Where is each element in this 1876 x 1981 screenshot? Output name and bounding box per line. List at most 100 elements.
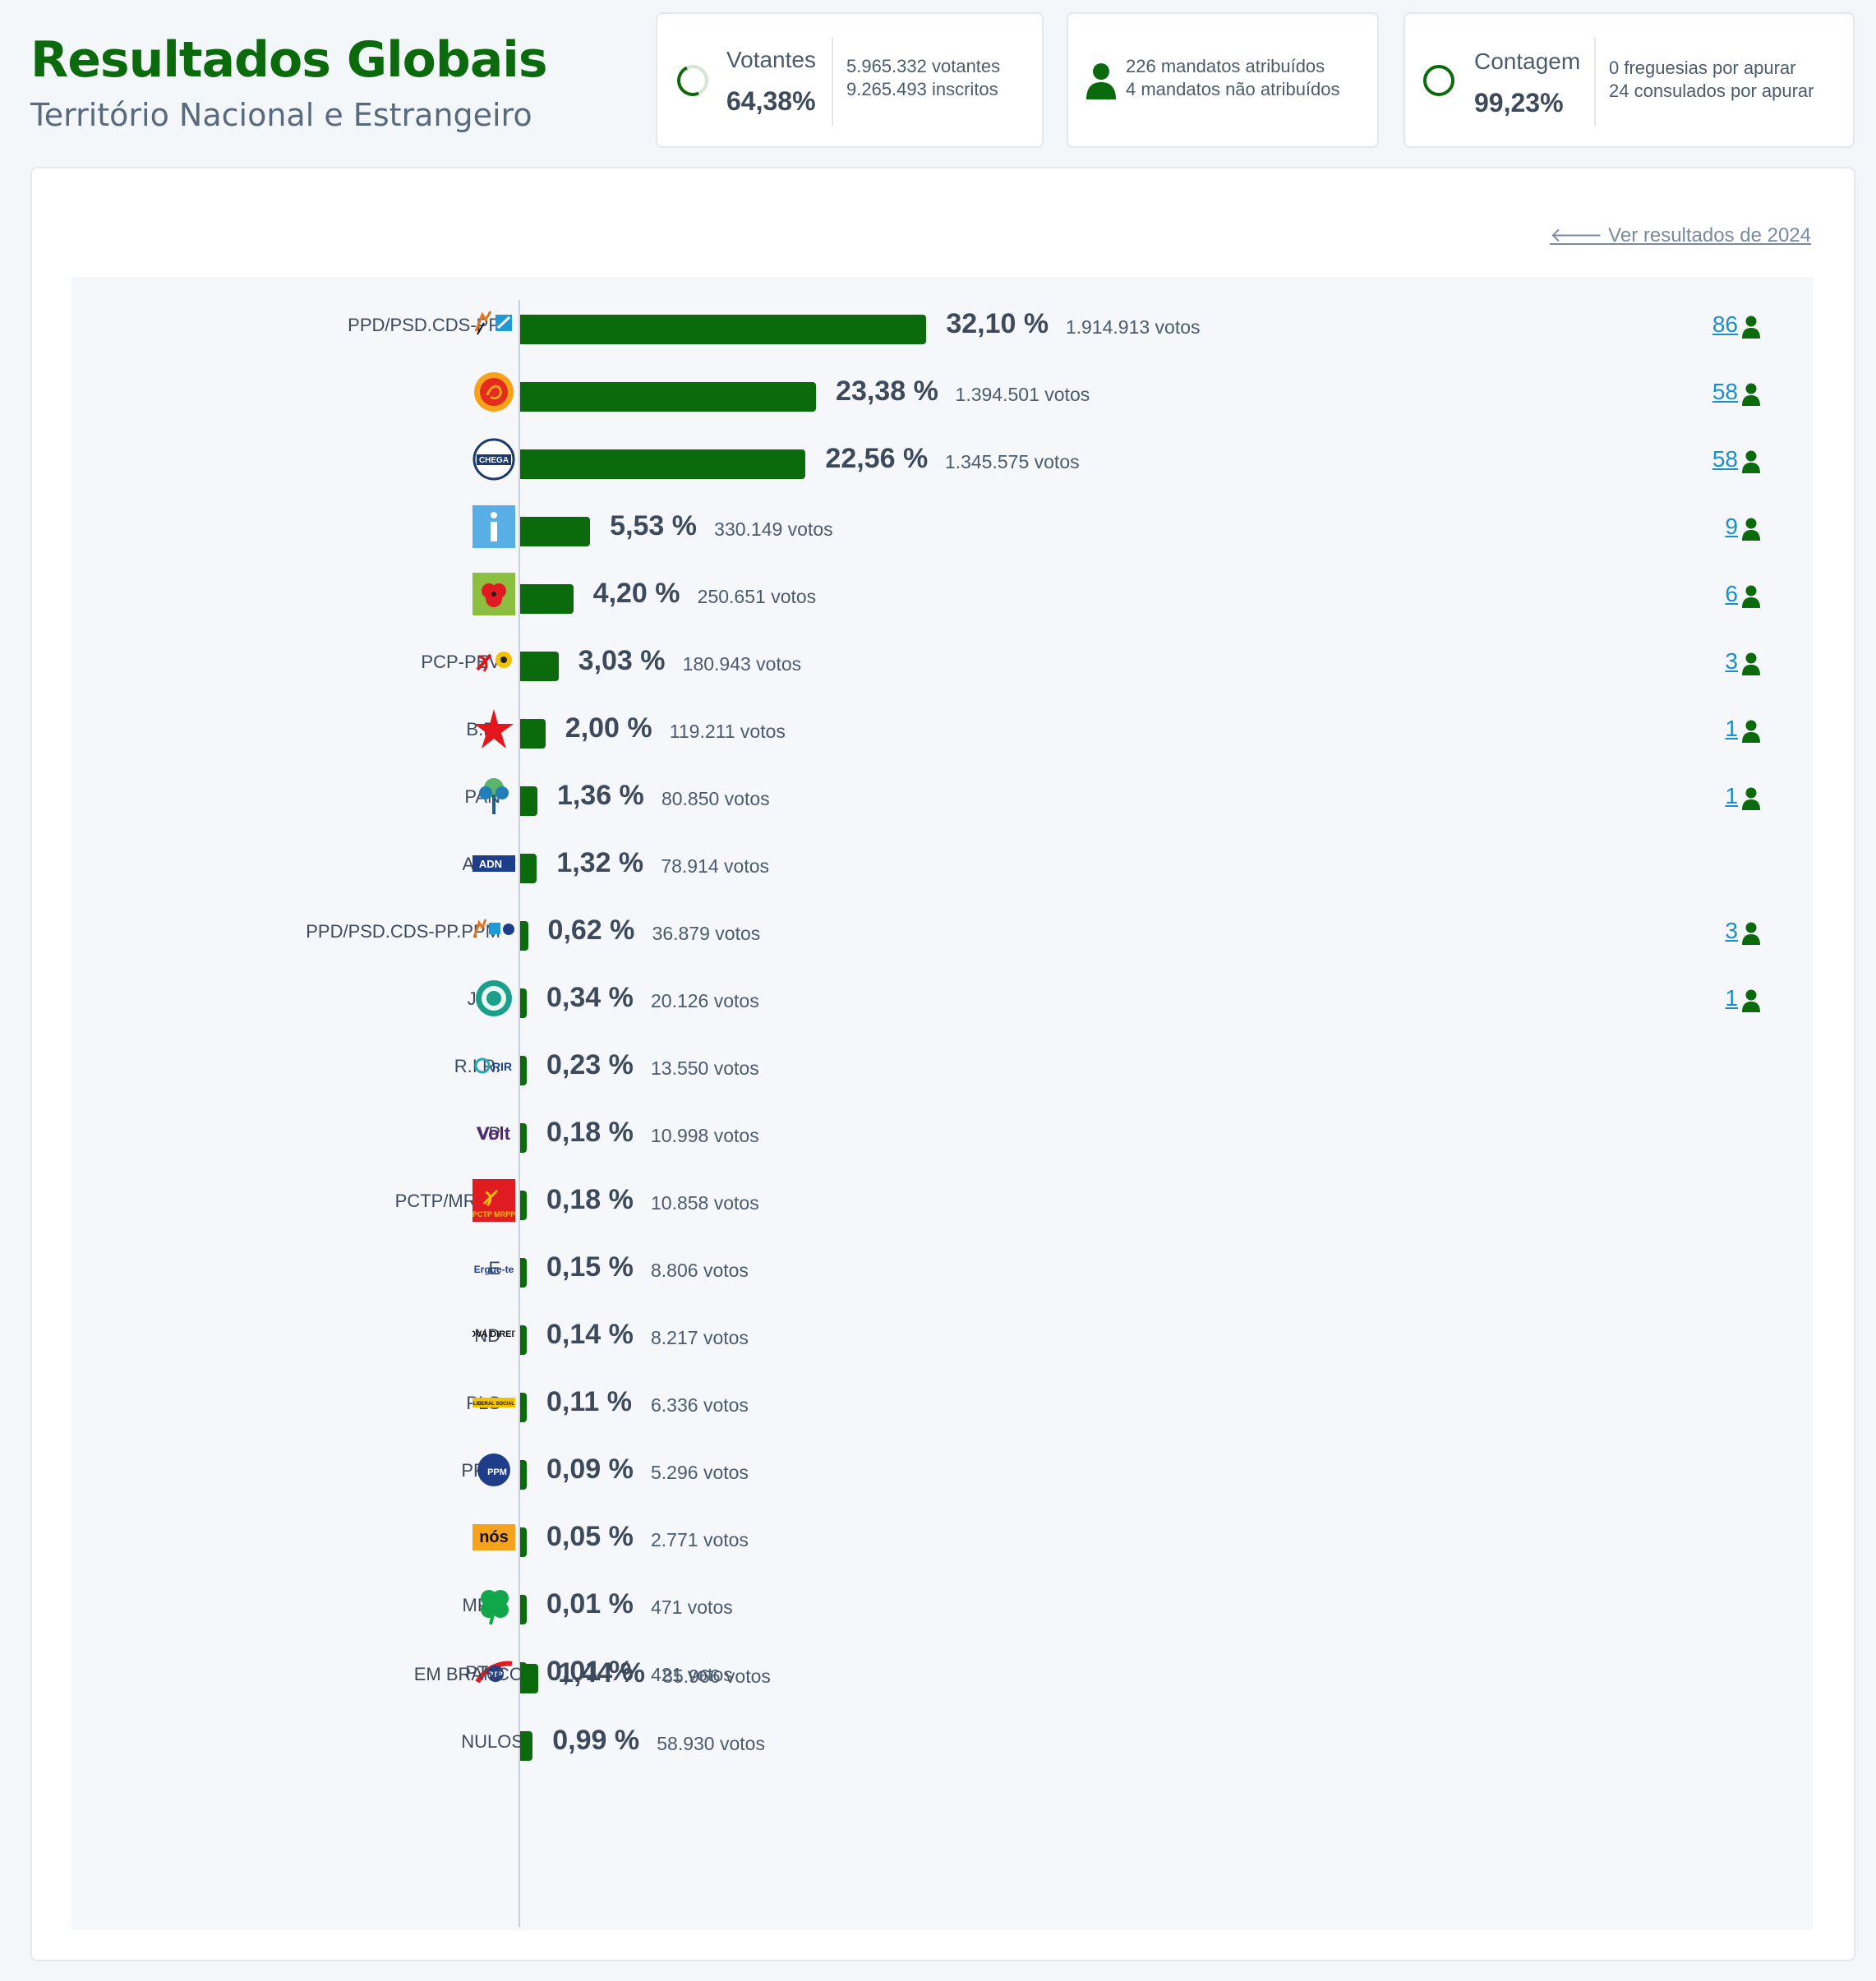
seats-link[interactable]: 9	[1725, 514, 1738, 539]
svg-text:PPM: PPM	[487, 1467, 507, 1477]
votes-label: 20.126 votos	[651, 990, 759, 1011]
percentage-label: 0,34 %	[546, 982, 634, 1013]
percentage-label: 0,09 %	[546, 1454, 634, 1485]
result-bar	[520, 786, 537, 816]
percentage-label: 5,53 %	[610, 510, 698, 541]
person-icon	[1742, 652, 1760, 675]
previous-results-link[interactable]: 🡐 Ver resultados de 2024	[1550, 223, 1811, 247]
votes-label: 85.966 votos	[662, 1665, 771, 1687]
percentage-label: 2,00 %	[565, 712, 652, 744]
votes-label: 36.879 votos	[652, 923, 761, 944]
ps-logo	[474, 372, 514, 412]
votes-label: 330.149 votos	[714, 518, 833, 540]
party-name: NULOS	[461, 1731, 523, 1752]
card-divider	[832, 37, 833, 126]
person-icon	[1742, 787, 1760, 810]
votantes-label: Votantes	[726, 47, 816, 72]
votes-label: 119.211 votos	[669, 721, 786, 742]
seats-link[interactable]: 6	[1725, 581, 1738, 606]
page-title: Resultados Globais	[30, 31, 548, 89]
person-icon	[1086, 63, 1116, 99]
previous-results-label: Ver resultados de 2024	[1608, 224, 1811, 246]
result-bar	[520, 1258, 527, 1288]
chart-axis	[519, 300, 520, 1927]
person-icon	[1742, 450, 1760, 473]
svg-text:LIBERAL SOCIAL: LIBERAL SOCIAL	[473, 1402, 515, 1407]
percentage-label: 1,44 %	[558, 1657, 646, 1688]
votes-label: 78.914 votos	[661, 855, 770, 877]
votes-label: 10.998 votos	[651, 1125, 759, 1146]
mandatos-card: 226 mandatos atribuídos 4 mandatos não a…	[1067, 12, 1379, 148]
percentage-label: 1,36 %	[556, 780, 644, 811]
pcp-pev-logo	[476, 652, 512, 672]
party-row: ADNADN1,32 %78.914 votos	[71, 839, 1814, 888]
party-name: PCP-PEV	[421, 652, 500, 672]
person-icon	[1742, 585, 1760, 608]
result-bar	[520, 1123, 527, 1153]
result-bar	[520, 1527, 527, 1557]
percentage-label: 0,18 %	[546, 1117, 634, 1148]
votes-label: 8.217 votos	[651, 1327, 749, 1348]
seats-link[interactable]: 1	[1725, 716, 1738, 741]
party-row: PPD/PSD.CDS-PP 32,10 % 1.914.913 votos 86	[71, 300, 1814, 349]
party-name: R.I.R.	[454, 1056, 500, 1076]
party-name: PPD/PSD.CDS-PP	[348, 315, 500, 335]
votes-label: 421 votos	[651, 1664, 733, 1685]
votes-label: 6.336 votos	[651, 1394, 749, 1416]
pan-logo	[479, 778, 509, 814]
result-bar	[520, 652, 559, 681]
seats-link[interactable]: 3	[1725, 648, 1738, 674]
party-row: NCnós0,05 %2.771 votos	[71, 1513, 1814, 1562]
mandatos-atribuidos: 226 mandatos atribuídos	[1126, 56, 1325, 76]
seats-link[interactable]: 86	[1712, 311, 1738, 337]
card-divider	[1594, 37, 1596, 126]
result-bar	[520, 1056, 527, 1085]
votes-label: 1.394.501 votos	[955, 384, 1090, 405]
pls-logo: LIBERAL SOCIAL	[472, 1398, 515, 1407]
party-row: PCP-PEV 3,03 % 180.943 votos 3	[71, 637, 1814, 686]
chega-logo: CHEGA	[472, 438, 515, 481]
nova-direita-logo: NOVA DIREITA	[472, 1329, 515, 1339]
party-row: MPT 0,01 % 471 votos	[71, 1580, 1814, 1629]
votes-label: 2.771 votos	[651, 1529, 749, 1550]
person-icon	[1742, 316, 1760, 339]
volt-logo: Volt	[477, 1123, 511, 1144]
page-subtitle: Território Nacional e Estrangeiro	[30, 97, 532, 133]
result-bar	[520, 315, 927, 344]
percentage-label: 0,18 %	[546, 1184, 634, 1215]
party-row: NDNOVA DIREITA 0,14 % 8.217 votos	[71, 1311, 1814, 1360]
votes-label: 58.930 votos	[657, 1733, 765, 1754]
il-logo	[472, 505, 515, 548]
percentage-label: 22,56 %	[825, 443, 929, 474]
votes-label: 180.943 votos	[682, 653, 802, 675]
seats-link[interactable]: 58	[1712, 446, 1738, 472]
mpt-logo	[481, 1590, 509, 1625]
result-bar	[520, 382, 817, 412]
result-bar	[520, 921, 528, 951]
percentage-label: 0,11 %	[546, 1386, 632, 1417]
votes-label: 5.296 votos	[651, 1462, 749, 1483]
seats-link[interactable]: 3	[1725, 918, 1738, 943]
result-bar	[520, 988, 527, 1018]
votes-label: 8.806 votos	[651, 1260, 749, 1281]
party-row: PPMPPM0,09 %5.296 votos	[71, 1445, 1814, 1495]
ppd-cds-logo	[474, 311, 512, 335]
seats-link[interactable]: 1	[1725, 985, 1738, 1011]
votes-label: 10.858 votos	[651, 1192, 759, 1214]
rir-logo: RIR	[474, 1057, 512, 1074]
seats-link[interactable]: 1	[1725, 783, 1738, 809]
party-name: ND	[474, 1325, 500, 1346]
adn-logo: ADN	[472, 855, 515, 872]
ptp-logo: PTP	[475, 1661, 513, 1684]
seats-link[interactable]: 58	[1712, 379, 1738, 404]
party-row: E Ergue-te 0,15 % 8.806 votos	[71, 1243, 1814, 1292]
percentage-label: 23,38 %	[836, 375, 938, 407]
result-bar	[520, 1595, 527, 1624]
percentage-label: 0,23 %	[546, 1049, 634, 1080]
